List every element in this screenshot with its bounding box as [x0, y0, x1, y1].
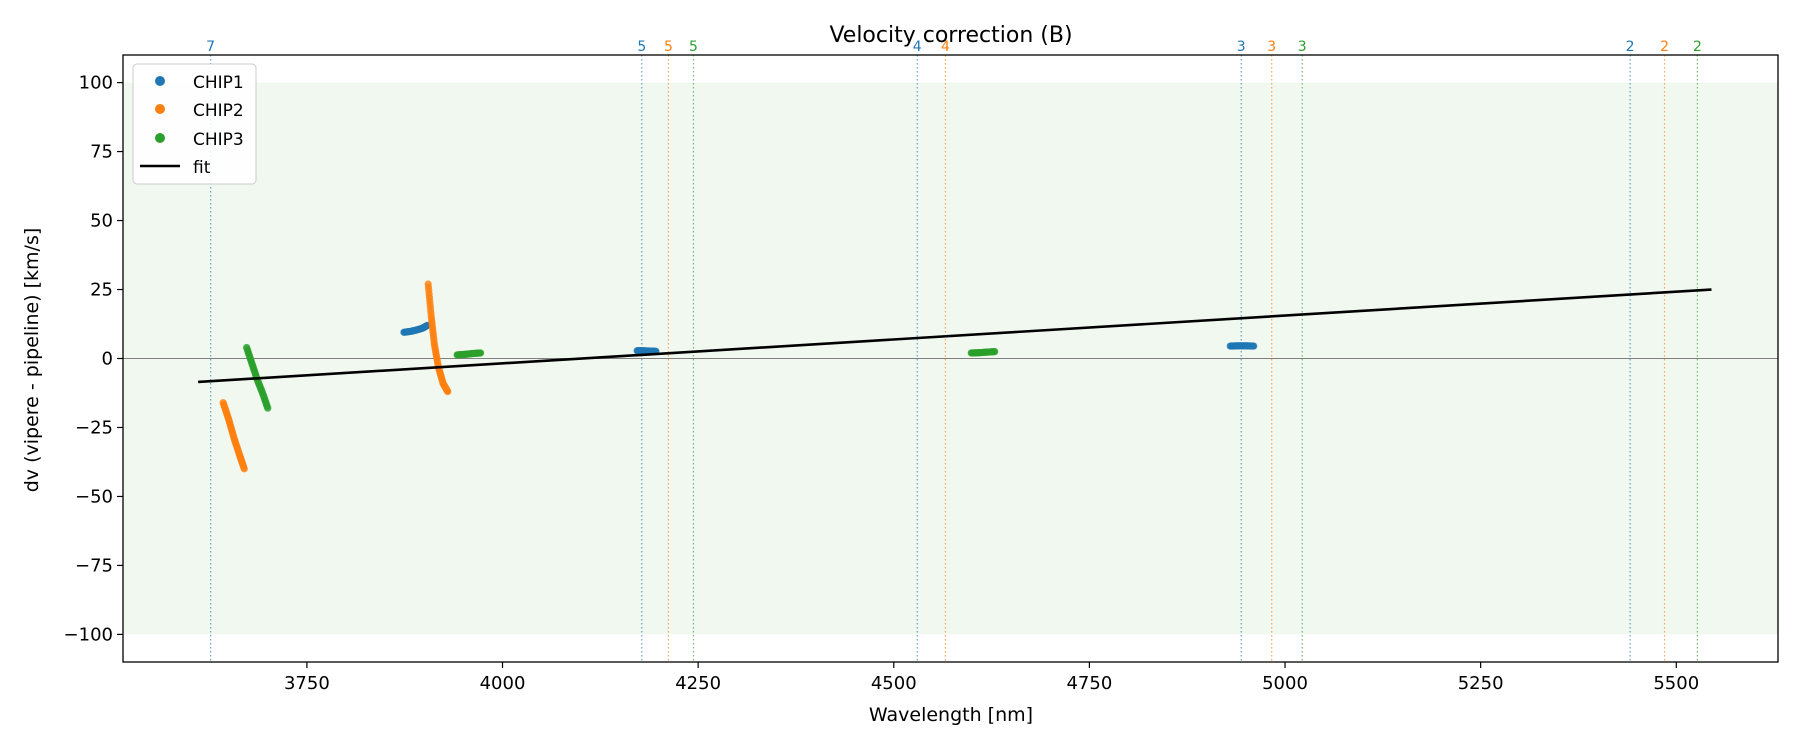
- legend-marker-chip1: [155, 76, 165, 86]
- data-point-chip3-seg0-end: [264, 404, 272, 412]
- y-tick-label-6: 50: [90, 211, 113, 232]
- x-tick-label-7: 5500: [1653, 673, 1699, 694]
- x-axis-title: Wavelength [nm]: [869, 704, 1033, 726]
- x-tick-label-3: 4500: [871, 673, 917, 694]
- order-marker-label-5: 4: [941, 39, 950, 55]
- legend-label-chip1: CHIP1: [193, 73, 244, 93]
- legend-marker-chip3: [155, 133, 165, 143]
- order-marker-label-11: 2: [1693, 39, 1702, 55]
- x-tick-label-1: 4000: [480, 673, 526, 694]
- legend-box: [132, 63, 257, 185]
- y-tick-label-8: 100: [79, 73, 113, 94]
- data-point-chip3-seg1-end: [477, 349, 485, 357]
- x-tick-label-0: 3750: [284, 673, 330, 694]
- order-marker-label-2: 5: [664, 39, 673, 55]
- order-marker-label-4: 4: [913, 39, 922, 55]
- legend-label-chip2: CHIP2: [193, 101, 244, 121]
- legend-label-chip3: CHIP3: [193, 130, 244, 150]
- data-points-layer: [219, 280, 1258, 473]
- x-tick-label-2: 4250: [675, 673, 721, 694]
- series-chip2: [219, 280, 452, 473]
- data-point-chip1-seg2-end: [1250, 342, 1258, 350]
- order-marker-label-0: 7: [206, 39, 215, 55]
- order-marker-label-8: 3: [1298, 39, 1307, 55]
- y-tick-label-3: −25: [75, 417, 113, 438]
- data-point-chip2-seg1-end: [444, 388, 452, 396]
- order-marker-label-7: 3: [1267, 39, 1276, 55]
- order-marker-label-6: 3: [1237, 39, 1246, 55]
- chart-title: Velocity correction (B): [829, 23, 1072, 48]
- x-tick-label-5: 5000: [1262, 673, 1308, 694]
- series-chip3: [243, 343, 999, 412]
- order-marker-label-9: 2: [1626, 39, 1635, 55]
- order-marker-label-10: 2: [1660, 39, 1669, 55]
- fit-line: [198, 288, 1712, 384]
- order-marker-label-3: 5: [689, 39, 698, 55]
- y-axis-title: dv (vipere - pipeline) [km/s]: [21, 228, 43, 493]
- legend-label-fit: fit: [193, 158, 211, 178]
- legend: CHIP1 CHIP2 CHIP3 fit: [132, 63, 257, 185]
- y-tick-label-0: −100: [64, 624, 113, 645]
- ticks-layer: 3750 4000 4250 4500 4750 5000 5250 5500 −100 −75 −…: [64, 73, 1700, 694]
- data-point-chip3-seg2-end: [991, 348, 999, 356]
- order-marker-label-1: 5: [637, 39, 646, 55]
- y-tick-label-1: −75: [75, 555, 113, 576]
- y-tick-label-2: −50: [75, 486, 113, 507]
- x-tick-label-6: 5250: [1458, 673, 1504, 694]
- y-tick-label-4: 0: [102, 349, 113, 370]
- legend-marker-chip2: [155, 104, 165, 114]
- data-point-chip2-seg0-end: [240, 465, 248, 473]
- y-tick-label-5: 25: [90, 280, 113, 301]
- y-tick-label-7: 75: [90, 142, 113, 163]
- fit-line-layer: [198, 288, 1712, 384]
- x-tick-label-4: 4750: [1066, 673, 1112, 694]
